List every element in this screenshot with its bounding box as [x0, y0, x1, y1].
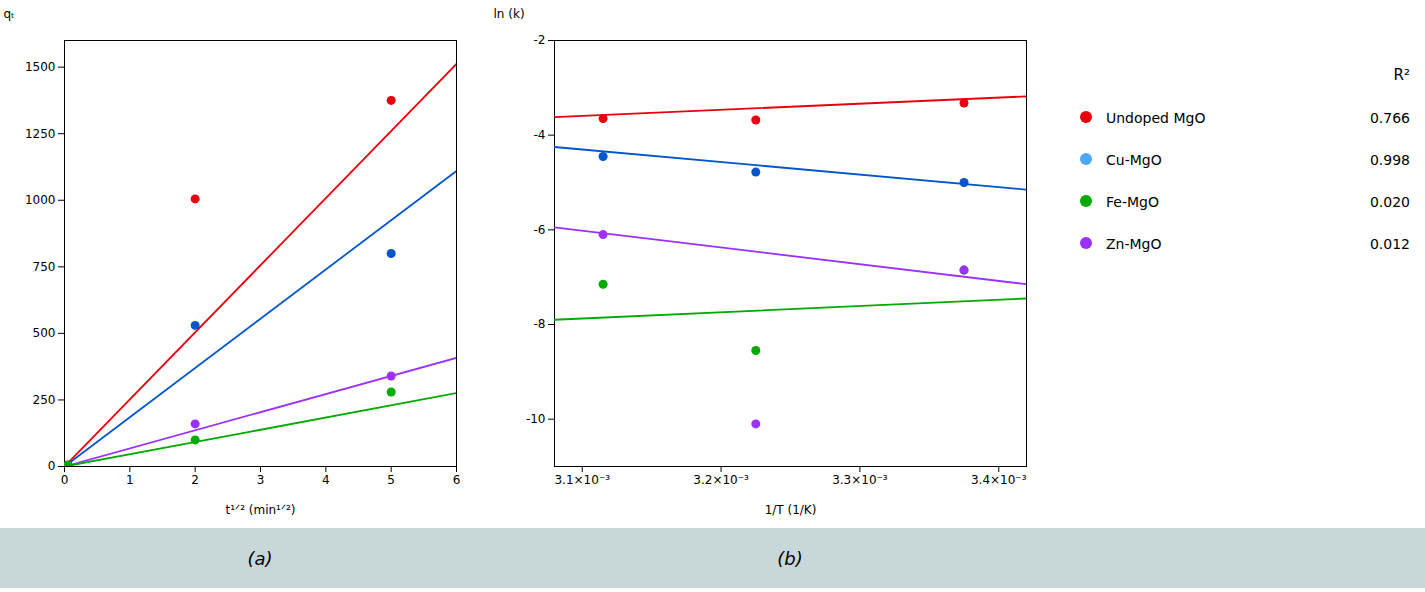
svg-text:500: 500 — [33, 326, 56, 340]
svg-text:750: 750 — [33, 260, 56, 274]
svg-text:4: 4 — [322, 473, 330, 487]
svg-text:3.3×10⁻³: 3.3×10⁻³ — [832, 473, 888, 487]
svg-text:1: 1 — [126, 473, 134, 487]
html-text:Fe-MgO: Fe-MgO — [1106, 194, 1159, 210]
svg-text:3.2×10⁻³: 3.2×10⁻³ — [693, 473, 749, 487]
svg-text:-8: -8 — [534, 317, 546, 331]
svg-text:0: 0 — [48, 459, 56, 473]
svg-text:-6: -6 — [534, 223, 546, 237]
svg-text:qₜ: qₜ — [4, 7, 15, 21]
svg-text:250: 250 — [33, 393, 56, 407]
html-text:0.998: 0.998 — [1369, 152, 1410, 168]
svg-text:5: 5 — [387, 473, 395, 487]
svg-text:-4: -4 — [534, 128, 546, 142]
svg-text:0: 0 — [61, 473, 69, 487]
svg-text:2: 2 — [191, 473, 199, 487]
svg-text:6: 6 — [453, 473, 461, 487]
html-text:Cu-MgO: Cu-MgO — [1106, 152, 1162, 168]
html-text:0.020: 0.020 — [1369, 194, 1410, 210]
svg-text:-10: -10 — [526, 412, 546, 426]
html-text:Undoped MgO: Undoped MgO — [1106, 110, 1206, 126]
svg-text:1000: 1000 — [25, 193, 56, 207]
svg-text:ln (k): ln (k) — [494, 7, 525, 21]
svg-text:1250: 1250 — [25, 127, 56, 141]
html-text:R²: R² — [1393, 66, 1410, 84]
svg-text:1500: 1500 — [25, 60, 56, 74]
html-text:Zn-MgO: Zn-MgO — [1106, 236, 1162, 252]
html-text:(a): (a) — [247, 547, 273, 569]
svg-text:1/T (1/K): 1/T (1/K) — [765, 503, 817, 517]
svg-text:3: 3 — [257, 473, 265, 487]
svg-text:-2: -2 — [534, 33, 546, 47]
html-text:(b): (b) — [777, 547, 803, 569]
svg-text:3.4×10⁻³: 3.4×10⁻³ — [971, 473, 1027, 487]
html-text:0.012: 0.012 — [1369, 236, 1410, 252]
svg-text:t¹ᐟ² (min¹ᐟ²): t¹ᐟ² (min¹ᐟ²) — [226, 503, 296, 517]
html-text:0.766: 0.766 — [1369, 110, 1410, 126]
svg-text:3.1×10⁻³: 3.1×10⁻³ — [554, 473, 610, 487]
